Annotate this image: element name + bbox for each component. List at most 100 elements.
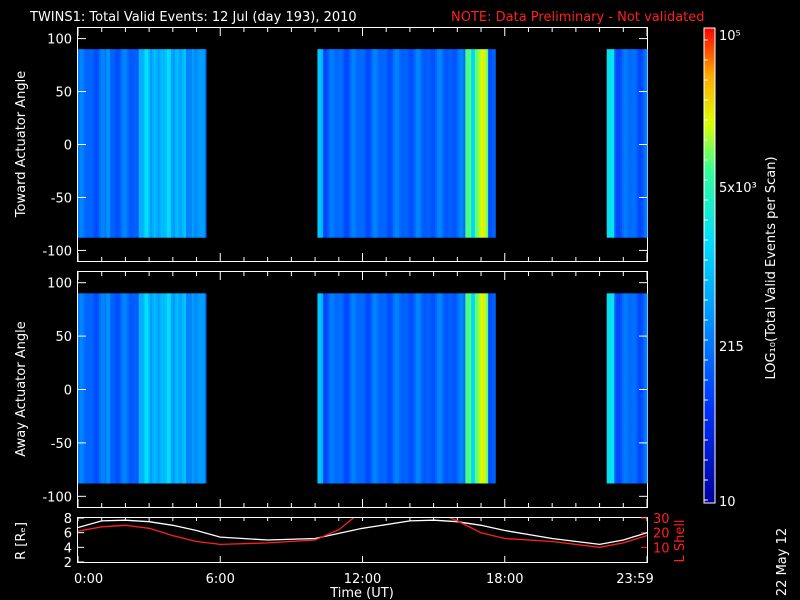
- heatmap-column: [104, 49, 107, 238]
- y-tick-label: 20: [653, 527, 670, 542]
- heatmap-column: [188, 49, 191, 238]
- heatmap-column: [391, 49, 394, 238]
- orbit-right-ylabel: L Shell: [673, 519, 688, 562]
- heatmap-column: [136, 49, 140, 238]
- heatmap-column: [201, 49, 204, 238]
- heatmap-column: [205, 49, 207, 238]
- heatmap-column: [631, 49, 634, 238]
- heatmap-column: [115, 293, 119, 484]
- heatmap-column: [368, 49, 372, 238]
- heatmap-column: [452, 293, 455, 484]
- heatmap-column: [387, 293, 391, 484]
- heatmap-column: [383, 293, 387, 484]
- heatmap-column: [406, 293, 409, 484]
- heatmap-column: [459, 49, 463, 238]
- x-tick-label: 23:59: [616, 572, 653, 587]
- heatmap-column: [463, 293, 466, 484]
- heatmap-column: [319, 49, 322, 238]
- heatmap-column: [340, 49, 343, 238]
- heatmap-column: [486, 293, 489, 484]
- heatmap-column: [79, 49, 83, 238]
- heatmap-column: [184, 293, 187, 484]
- heatmap-column: [431, 49, 434, 238]
- heatmap-column: [144, 49, 147, 238]
- heatmap-column: [110, 49, 113, 238]
- heatmap-column: [355, 49, 358, 238]
- heatmap-column: [193, 49, 197, 238]
- heatmap-column: [631, 293, 634, 484]
- heatmap-column: [469, 293, 472, 484]
- heatmap-column: [381, 49, 385, 238]
- x-tick-label: 18:00: [486, 572, 523, 587]
- heatmap-column: [454, 293, 457, 484]
- colorbar-label: LOG₁₀(Total Valid Events per Scan): [764, 156, 779, 379]
- colorbar-ticks: [704, 39, 708, 501]
- heatmap-column: [78, 49, 81, 238]
- heatmap-column: [203, 49, 206, 238]
- heatmap-column: [131, 49, 134, 238]
- heatmap-column: [399, 49, 402, 238]
- heatmap-column: [618, 49, 621, 238]
- y-tick-label: 0: [64, 139, 72, 154]
- heatmap-column: [399, 293, 402, 484]
- heatmap-column: [482, 293, 485, 484]
- heatmap-column: [127, 49, 130, 238]
- heatmap-column: [151, 49, 155, 238]
- heatmap-column: [191, 293, 195, 484]
- heatmap-column: [491, 49, 495, 238]
- heatmap-column: [203, 293, 206, 484]
- heatmap-column: [148, 49, 151, 238]
- y-tick-label: 50: [55, 86, 72, 101]
- heatmap-column: [372, 293, 375, 484]
- heatmap-column: [419, 49, 423, 238]
- heatmap-column: [112, 293, 115, 484]
- heatmap-column: [91, 49, 94, 238]
- heatmap-column: [436, 49, 440, 238]
- orbit-left-ylabel: R [Rₑ]: [14, 522, 29, 560]
- heatmap-column: [81, 49, 85, 238]
- heatmap-column: [646, 293, 648, 484]
- y-tick-label: 100: [47, 33, 72, 48]
- heatmap-column: [117, 49, 121, 238]
- heatmap-column: [323, 293, 326, 484]
- heatmap-column: [397, 49, 400, 238]
- heatmap-column: [114, 293, 117, 484]
- heatmap-column: [108, 293, 111, 484]
- heatmap-column: [155, 49, 159, 238]
- heatmap-column: [493, 293, 496, 484]
- heatmap-column: [370, 49, 373, 238]
- heatmap-column: [433, 49, 436, 238]
- y-tick-label: -50: [51, 437, 72, 452]
- heatmap-column: [336, 49, 339, 238]
- heatmap-column: [153, 49, 157, 238]
- heatmap-column: [435, 49, 438, 238]
- heatmap-column: [625, 49, 629, 238]
- heatmap-column: [167, 49, 170, 238]
- heatmap-column: [161, 49, 164, 238]
- heatmap-column: [368, 293, 372, 484]
- heatmap-column: [136, 293, 140, 484]
- toward-ylabel: Toward Actuator Angle: [14, 71, 29, 218]
- heatmap-column: [376, 293, 379, 484]
- heatmap-column: [444, 293, 447, 484]
- heatmap-column: [334, 49, 337, 238]
- heatmap-column: [446, 49, 449, 238]
- colorbar-tick-max: 10⁵: [719, 29, 741, 44]
- heatmap-column: [640, 49, 644, 238]
- heatmap-column: [623, 49, 627, 238]
- heatmap-column: [125, 49, 128, 238]
- heatmap-column: [123, 49, 126, 238]
- heatmap-column: [457, 293, 461, 484]
- heatmap-column: [364, 293, 368, 484]
- y-tick-label: 4: [64, 541, 72, 556]
- heatmap-column: [395, 293, 398, 484]
- heatmap-column: [610, 49, 613, 238]
- heatmap-column: [87, 293, 90, 484]
- heatmap-column: [330, 293, 334, 484]
- heatmap-column: [361, 49, 364, 238]
- heatmap-column: [421, 293, 425, 484]
- heatmap-column: [359, 293, 362, 484]
- heatmap-column: [96, 49, 100, 238]
- heatmap-column: [469, 49, 472, 238]
